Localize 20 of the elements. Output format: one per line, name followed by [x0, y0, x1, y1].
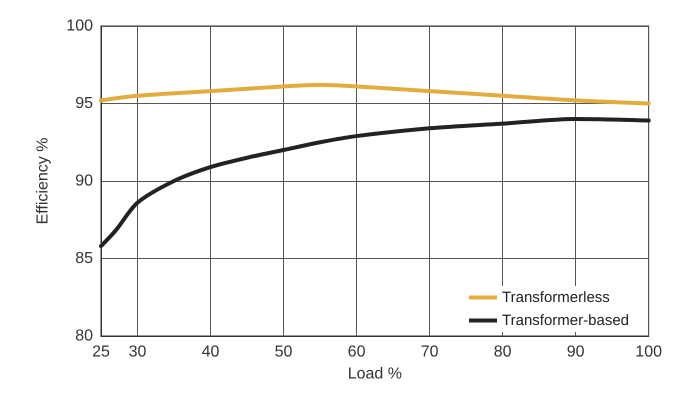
y-tick-label: 80	[75, 328, 94, 344]
x-tick-label: 80	[494, 344, 512, 360]
x-tick-label: 50	[274, 344, 293, 360]
y-tick-label: 85	[75, 250, 94, 267]
x-tick-label: 90	[566, 344, 585, 360]
x-tick-label: 60	[348, 344, 366, 360]
line-series	[99, 117, 651, 248]
y-tick-label: 100	[66, 18, 94, 34]
legend-label: Transformer-based	[502, 312, 630, 329]
x-tick-label: 25	[92, 344, 110, 360]
x-tick-label: 100	[635, 344, 662, 360]
x-axis-title: Load %	[348, 366, 402, 382]
line-series	[99, 82, 651, 106]
y-axis-title: Efficiency %	[34, 138, 52, 224]
y-tick-label: 95	[75, 95, 94, 112]
x-tick-label: 30	[128, 344, 147, 360]
x-tick-label: 70	[420, 344, 439, 360]
legend-label: Transformerless	[502, 289, 610, 306]
y-tick-label: 90	[75, 172, 94, 190]
x-tick-label: 40	[202, 344, 220, 360]
